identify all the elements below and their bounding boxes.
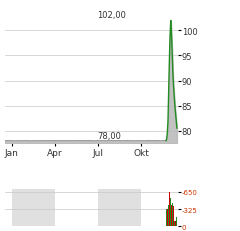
Bar bbox=[172, 204, 173, 226]
Bar bbox=[166, 209, 167, 226]
Bar bbox=[173, 207, 174, 226]
Bar bbox=[169, 192, 170, 226]
Bar bbox=[170, 198, 171, 226]
Bar bbox=[171, 205, 172, 226]
Text: 102,00: 102,00 bbox=[97, 11, 126, 20]
Bar bbox=[98, 189, 141, 226]
Bar bbox=[176, 217, 177, 226]
Bar bbox=[12, 189, 55, 226]
Bar bbox=[175, 221, 176, 226]
Bar bbox=[167, 209, 168, 226]
Bar bbox=[168, 205, 169, 226]
Text: 78,00: 78,00 bbox=[97, 131, 121, 140]
Bar bbox=[174, 223, 175, 226]
